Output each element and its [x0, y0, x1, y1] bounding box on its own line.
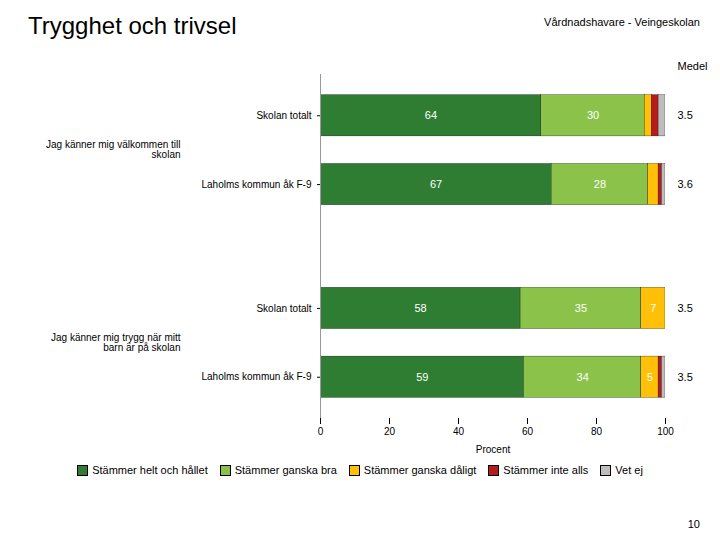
- svg-text:Jag känner mig trygg när mittb: Jag känner mig trygg när mittbarn är på …: [51, 332, 181, 353]
- html-text:10: 10: [687, 518, 700, 530]
- html-text:Stämmer ganska dåligt: Stämmer ganska dåligt: [363, 464, 477, 476]
- svg-text:3.5: 3.5: [678, 109, 693, 121]
- svg-text:Skolan totalt: Skolan totalt: [256, 110, 311, 121]
- svg-text:3.5: 3.5: [678, 302, 693, 314]
- svg-text:Jag känner mig välkommen tills: Jag känner mig välkommen tillskolan: [46, 139, 181, 160]
- html-text:Stämmer ganska bra: Stämmer ganska bra: [234, 464, 337, 476]
- svg-text:20: 20: [384, 426, 396, 437]
- html-text:Stämmer inte alls: Stämmer inte alls: [503, 464, 589, 476]
- svg-text:0: 0: [318, 426, 324, 437]
- svg-text:Medel: Medel: [678, 60, 708, 72]
- svg-text:59: 59: [416, 371, 428, 383]
- svg-text:34: 34: [577, 371, 589, 383]
- svg-text:58: 58: [414, 302, 426, 314]
- html-text:Trygghet och trivsel: Trygghet och trivsel: [28, 12, 237, 39]
- svg-text:Procent: Procent: [476, 444, 511, 455]
- svg-text:Skolan totalt: Skolan totalt: [256, 303, 311, 314]
- html-text:Stämmer helt och hållet: Stämmer helt och hållet: [92, 464, 208, 476]
- svg-text:30: 30: [587, 109, 599, 121]
- svg-text:28: 28: [594, 178, 606, 190]
- svg-text:67: 67: [430, 178, 442, 190]
- html-text:Vårdnadshavare - Veingeskolan: Vårdnadshavare - Veingeskolan: [544, 16, 700, 28]
- svg-text:64: 64: [425, 109, 437, 121]
- svg-text:Laholms kommun åk F-9: Laholms kommun åk F-9: [201, 371, 311, 382]
- svg-text:5: 5: [647, 371, 653, 383]
- svg-text:35: 35: [575, 302, 587, 314]
- svg-text:7: 7: [650, 302, 656, 314]
- svg-text:3.5: 3.5: [678, 371, 693, 383]
- html-text:Vet ej: Vet ej: [615, 464, 643, 476]
- svg-text:60: 60: [522, 426, 534, 437]
- svg-text:80: 80: [591, 426, 603, 437]
- svg-text:40: 40: [453, 426, 465, 437]
- svg-text:Laholms kommun åk F-9: Laholms kommun åk F-9: [201, 179, 311, 190]
- svg-text:100: 100: [657, 426, 674, 437]
- svg-text:3.6: 3.6: [678, 178, 693, 190]
